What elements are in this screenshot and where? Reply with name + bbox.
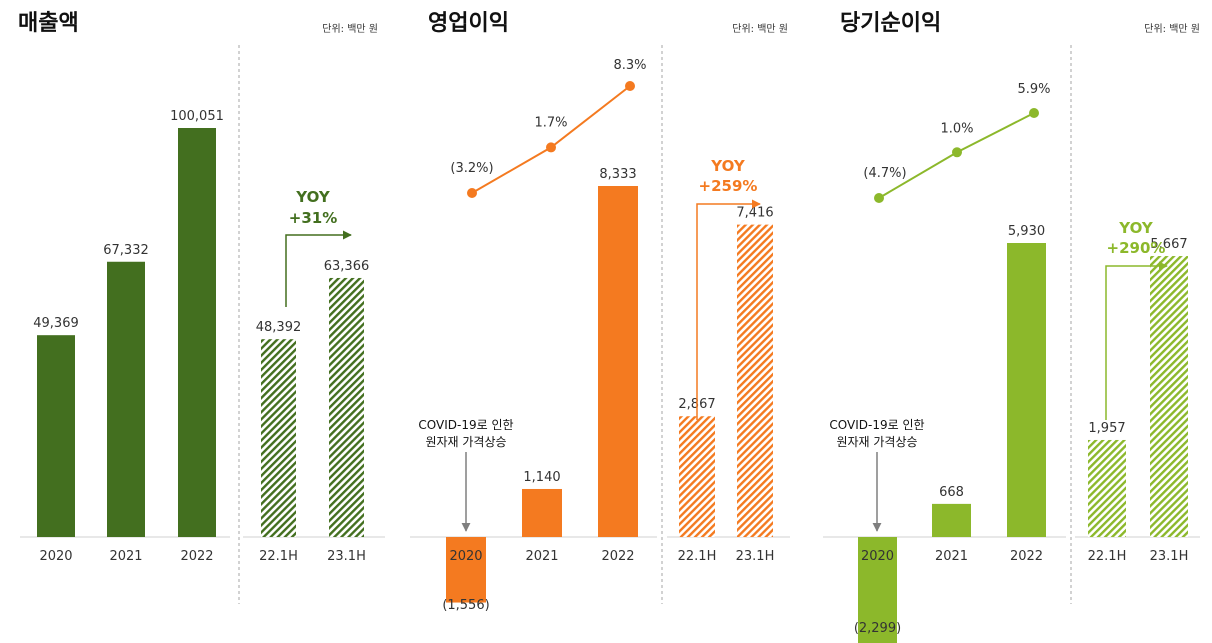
annotation-text: COVID-19로 인한	[829, 418, 924, 432]
x-tick-label: 22.1H	[259, 549, 298, 564]
x-tick-label: 2022	[180, 549, 213, 564]
half-year-bar-23.1H	[329, 277, 364, 537]
data-label: 48,392	[256, 320, 302, 335]
margin-point	[546, 142, 556, 153]
bar-2022	[598, 186, 638, 537]
yoy-value: +259%	[699, 177, 758, 195]
margin-label: (3.2%)	[450, 161, 493, 176]
annotation-text: 원자재 가격상승	[836, 435, 917, 449]
x-tick-label: 2020	[39, 549, 72, 564]
chart-title: 매출액	[18, 11, 79, 36]
yoy-arrow	[285, 230, 352, 307]
margin-point	[952, 147, 962, 158]
margin-label: 5.9%	[1017, 82, 1050, 97]
bar-2020	[446, 537, 486, 603]
margin-point	[1029, 108, 1039, 118]
half-year-bar-22.1H	[679, 416, 715, 537]
unit-label: 단위: 백만 원	[732, 22, 788, 35]
yoy-arrow	[696, 199, 761, 420]
x-tick-label: 2022	[1010, 549, 1043, 564]
bar-2020	[858, 537, 897, 643]
unit-label: 단위: 백만 원	[322, 22, 378, 35]
yoy-value: +290%	[1107, 239, 1166, 257]
half-year-bar-22.1H	[261, 339, 296, 537]
bar-2021	[932, 503, 971, 537]
x-tick-label: 23.1H	[1150, 549, 1189, 564]
annotation-text: 원자재 가격상승	[425, 435, 506, 449]
data-label: 100,051	[170, 109, 224, 124]
x-tick-label: 2021	[525, 549, 558, 564]
yoy-title: YOY	[710, 157, 746, 175]
bar-2020	[37, 335, 75, 537]
x-tick-label: 22.1H	[678, 549, 717, 564]
data-label: 8,333	[599, 167, 636, 182]
x-tick-label: 23.1H	[736, 549, 775, 564]
x-tick-label: 2020	[861, 549, 894, 564]
x-tick-label: 2021	[109, 549, 142, 564]
yoy-value: +31%	[289, 209, 337, 227]
data-label: 1,957	[1088, 421, 1125, 436]
chart-panel: 매출액 단위: 백만 원 49,369 2020 67,332 2021 100,051 20…	[18, 11, 385, 604]
bar-2021	[107, 261, 145, 537]
bar-2022	[1007, 243, 1046, 537]
x-tick-label: 2021	[935, 549, 968, 564]
yoy-title: YOY	[295, 188, 331, 206]
x-tick-label: 2020	[449, 549, 482, 564]
chart-panel: 당기순이익 단위: 백만 원 (2,299) 2020 668 2021 5,930 2022…	[823, 11, 1200, 643]
data-label: 67,332	[103, 243, 149, 258]
data-label: 7,416	[736, 206, 773, 221]
margin-label: 1.7%	[534, 115, 567, 130]
margin-point	[874, 193, 884, 203]
margin-label: (4.7%)	[863, 166, 906, 181]
margin-label: 8.3%	[613, 58, 646, 73]
x-tick-label: 22.1H	[1088, 549, 1127, 564]
x-tick-label: 2022	[601, 549, 634, 564]
data-label: 668	[939, 485, 964, 500]
bar-2021	[522, 488, 562, 537]
annotation-text: COVID-19로 인한	[418, 418, 513, 432]
chart-title: 영업이익	[428, 11, 509, 36]
margin-label: 1.0%	[940, 121, 973, 136]
chart-title: 당기순이익	[840, 11, 941, 36]
yoy-title: YOY	[1118, 219, 1154, 237]
x-tick-label: 23.1H	[327, 549, 366, 564]
half-year-bar-23.1H	[737, 224, 773, 537]
data-label: 63,366	[324, 259, 370, 274]
half-year-bar-23.1H	[1150, 256, 1188, 537]
margin-point	[625, 81, 635, 91]
unit-label: 단위: 백만 원	[1144, 22, 1200, 35]
data-label: (2,299)	[854, 621, 901, 636]
data-label: (1,556)	[442, 598, 489, 613]
data-label: 5,667	[1150, 237, 1187, 252]
data-label: 1,140	[523, 470, 560, 485]
half-year-bar-22.1H	[1088, 439, 1126, 537]
data-label: 49,369	[33, 316, 79, 331]
margin-point	[467, 188, 477, 198]
chart-panel: 영업이익 단위: 백만 원 (1,556) 2020 1,140 2021 8,333 202…	[410, 11, 790, 613]
bar-2022	[178, 128, 216, 537]
yoy-arrow	[1105, 261, 1168, 420]
data-label: 5,930	[1008, 224, 1045, 239]
